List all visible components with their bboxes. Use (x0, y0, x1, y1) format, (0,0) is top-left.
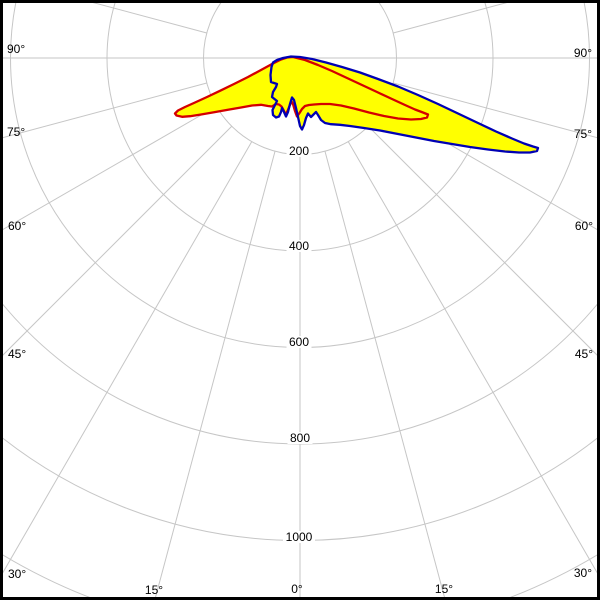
grid-ray-45-left (3, 125, 233, 356)
grid-ray-75-right (393, 82, 597, 139)
ring-label-bg-800 (287, 432, 313, 444)
ring-label-bg-200 (286, 145, 312, 157)
angle-label-10-15: 15° (145, 583, 163, 597)
ring-label-1000: 1000 (286, 530, 313, 544)
ring-label-bg-600 (286, 336, 312, 348)
grid-ray-60-left (3, 105, 217, 231)
grid-ray-60-right (383, 105, 597, 231)
angle-label-4-30: 30° (8, 567, 26, 581)
angle-label-11-0: 0° (291, 582, 303, 596)
ring-label-800: 800 (290, 431, 310, 445)
grid-ray-30-right (347, 141, 597, 574)
angle-label-0-90: 90° (7, 42, 25, 56)
grid-ray-15-left (155, 151, 276, 597)
angle-label-5-90: 90° (574, 46, 592, 60)
photometric-curves (173, 55, 540, 154)
ring-label-400: 400 (289, 239, 309, 253)
angle-label-2-60: 60° (8, 219, 26, 233)
ring-label-200: 200 (289, 144, 309, 158)
grid-ray-30-left (3, 141, 253, 574)
angle-label-6-75: 75° (574, 127, 592, 141)
axis-labels: 200 400 600 800 1000 90° 75° 60° 45° 30° 90° 75° 60°… (7, 42, 593, 597)
angle-label-9-30: 30° (574, 566, 592, 580)
blue-curve-outline (269, 55, 540, 154)
ring-label-bg-400 (286, 240, 312, 252)
angle-label-3-45: 45° (8, 347, 26, 361)
grid-ray-15-right (324, 151, 445, 597)
grid-ray-75-left (3, 82, 207, 139)
red-curve-fill (175, 57, 428, 120)
ring-label-bg-1000 (283, 531, 315, 543)
angle-label-12-15: 15° (435, 582, 453, 596)
angle-label-8-45: 45° (575, 347, 593, 361)
angle-label-7-60: 60° (575, 219, 593, 233)
angle-label-1-75: 75° (7, 125, 25, 139)
ring-label-600: 600 (289, 335, 309, 349)
grid-ray-45-right (367, 125, 597, 356)
